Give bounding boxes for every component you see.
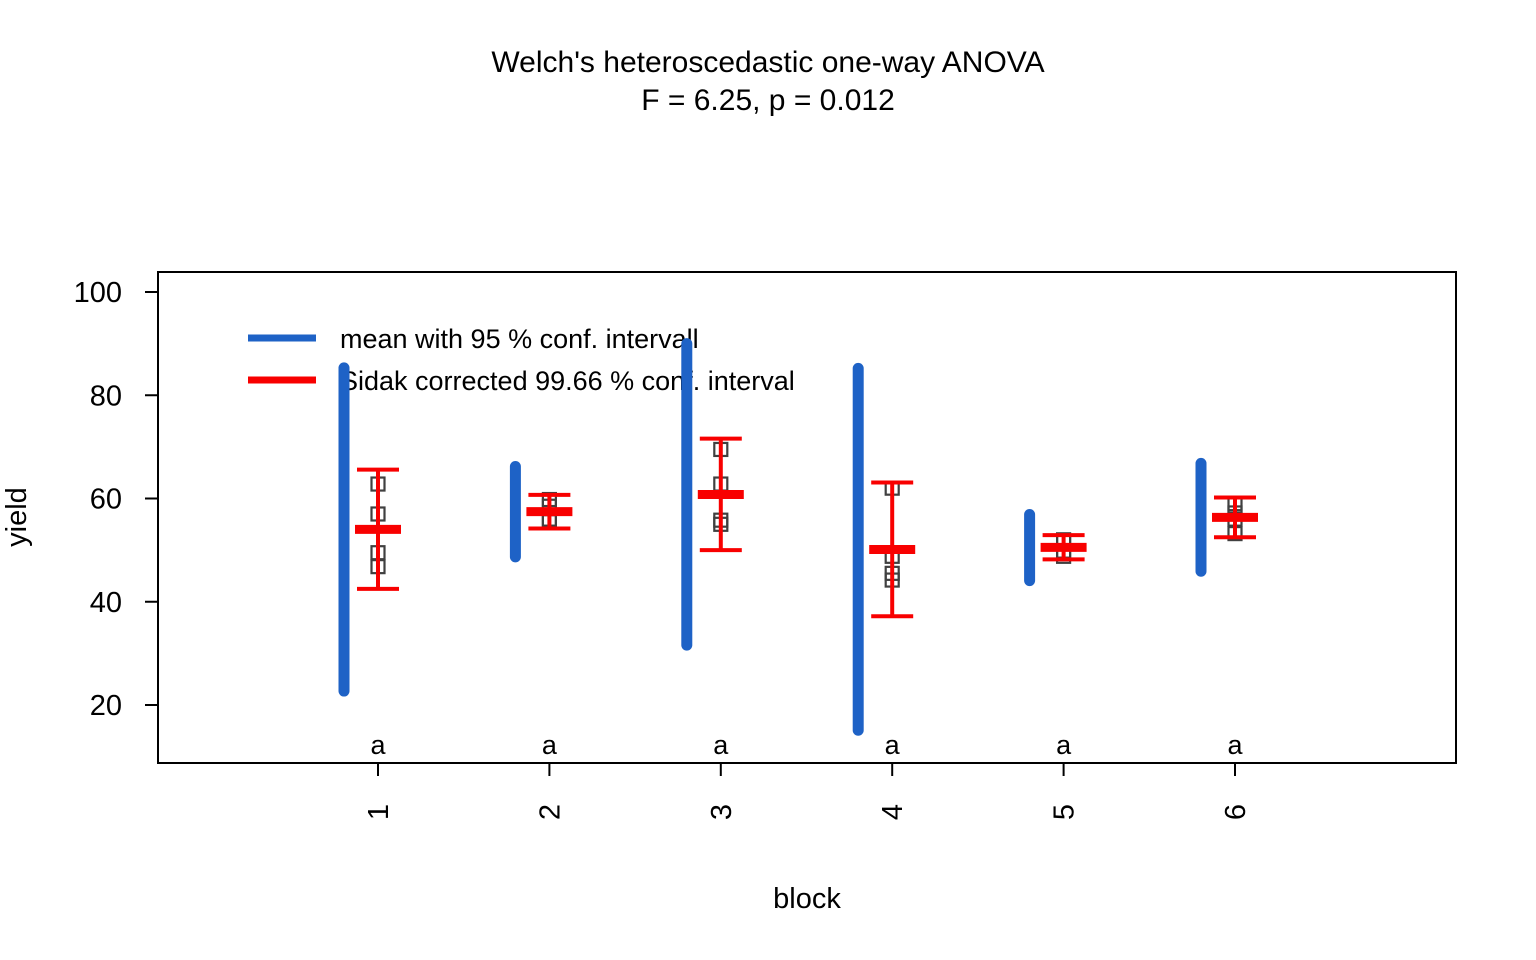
y-tick-label: 100 <box>74 277 122 309</box>
plot-box <box>157 271 1457 764</box>
group-letter-label: a <box>885 730 901 760</box>
chart-subtitle: F = 6.25, p = 0.012 <box>641 84 895 117</box>
group-letter-label: a <box>1056 730 1072 760</box>
x-axis-label: block <box>773 883 841 915</box>
legend: mean with 95 % conf. intervall Sidak cor… <box>248 324 795 396</box>
group-letter-label: a <box>542 730 558 760</box>
x-tick-label: 2 <box>534 804 566 820</box>
legend-label-mean-ci: mean with 95 % conf. intervall <box>340 324 699 354</box>
x-tick-label: 1 <box>363 804 395 820</box>
plot-area: 20 40 60 80 100 1 a 2 a 3 a 4 a 5 a 6 a <box>74 271 1457 820</box>
legend-label-sidak-ci: Sidak corrected 99.66 % conf. interval <box>340 366 795 396</box>
y-axis-label: yield <box>1 487 33 547</box>
y-tick-label: 60 <box>90 484 122 516</box>
x-tick-label: 4 <box>877 804 909 820</box>
x-tick-label: 6 <box>1220 804 1252 820</box>
group-letter-label: a <box>1227 730 1243 760</box>
y-tick-label: 80 <box>90 380 122 412</box>
x-tick-label: 3 <box>706 804 738 820</box>
group-letter-label: a <box>370 730 386 760</box>
chart-title: Welch's heteroscedastic one-way ANOVA <box>491 46 1044 79</box>
x-tick-label: 5 <box>1049 804 1081 820</box>
group-letter-label: a <box>713 730 729 760</box>
y-tick-label: 20 <box>90 690 122 722</box>
y-tick-label: 40 <box>90 587 122 619</box>
